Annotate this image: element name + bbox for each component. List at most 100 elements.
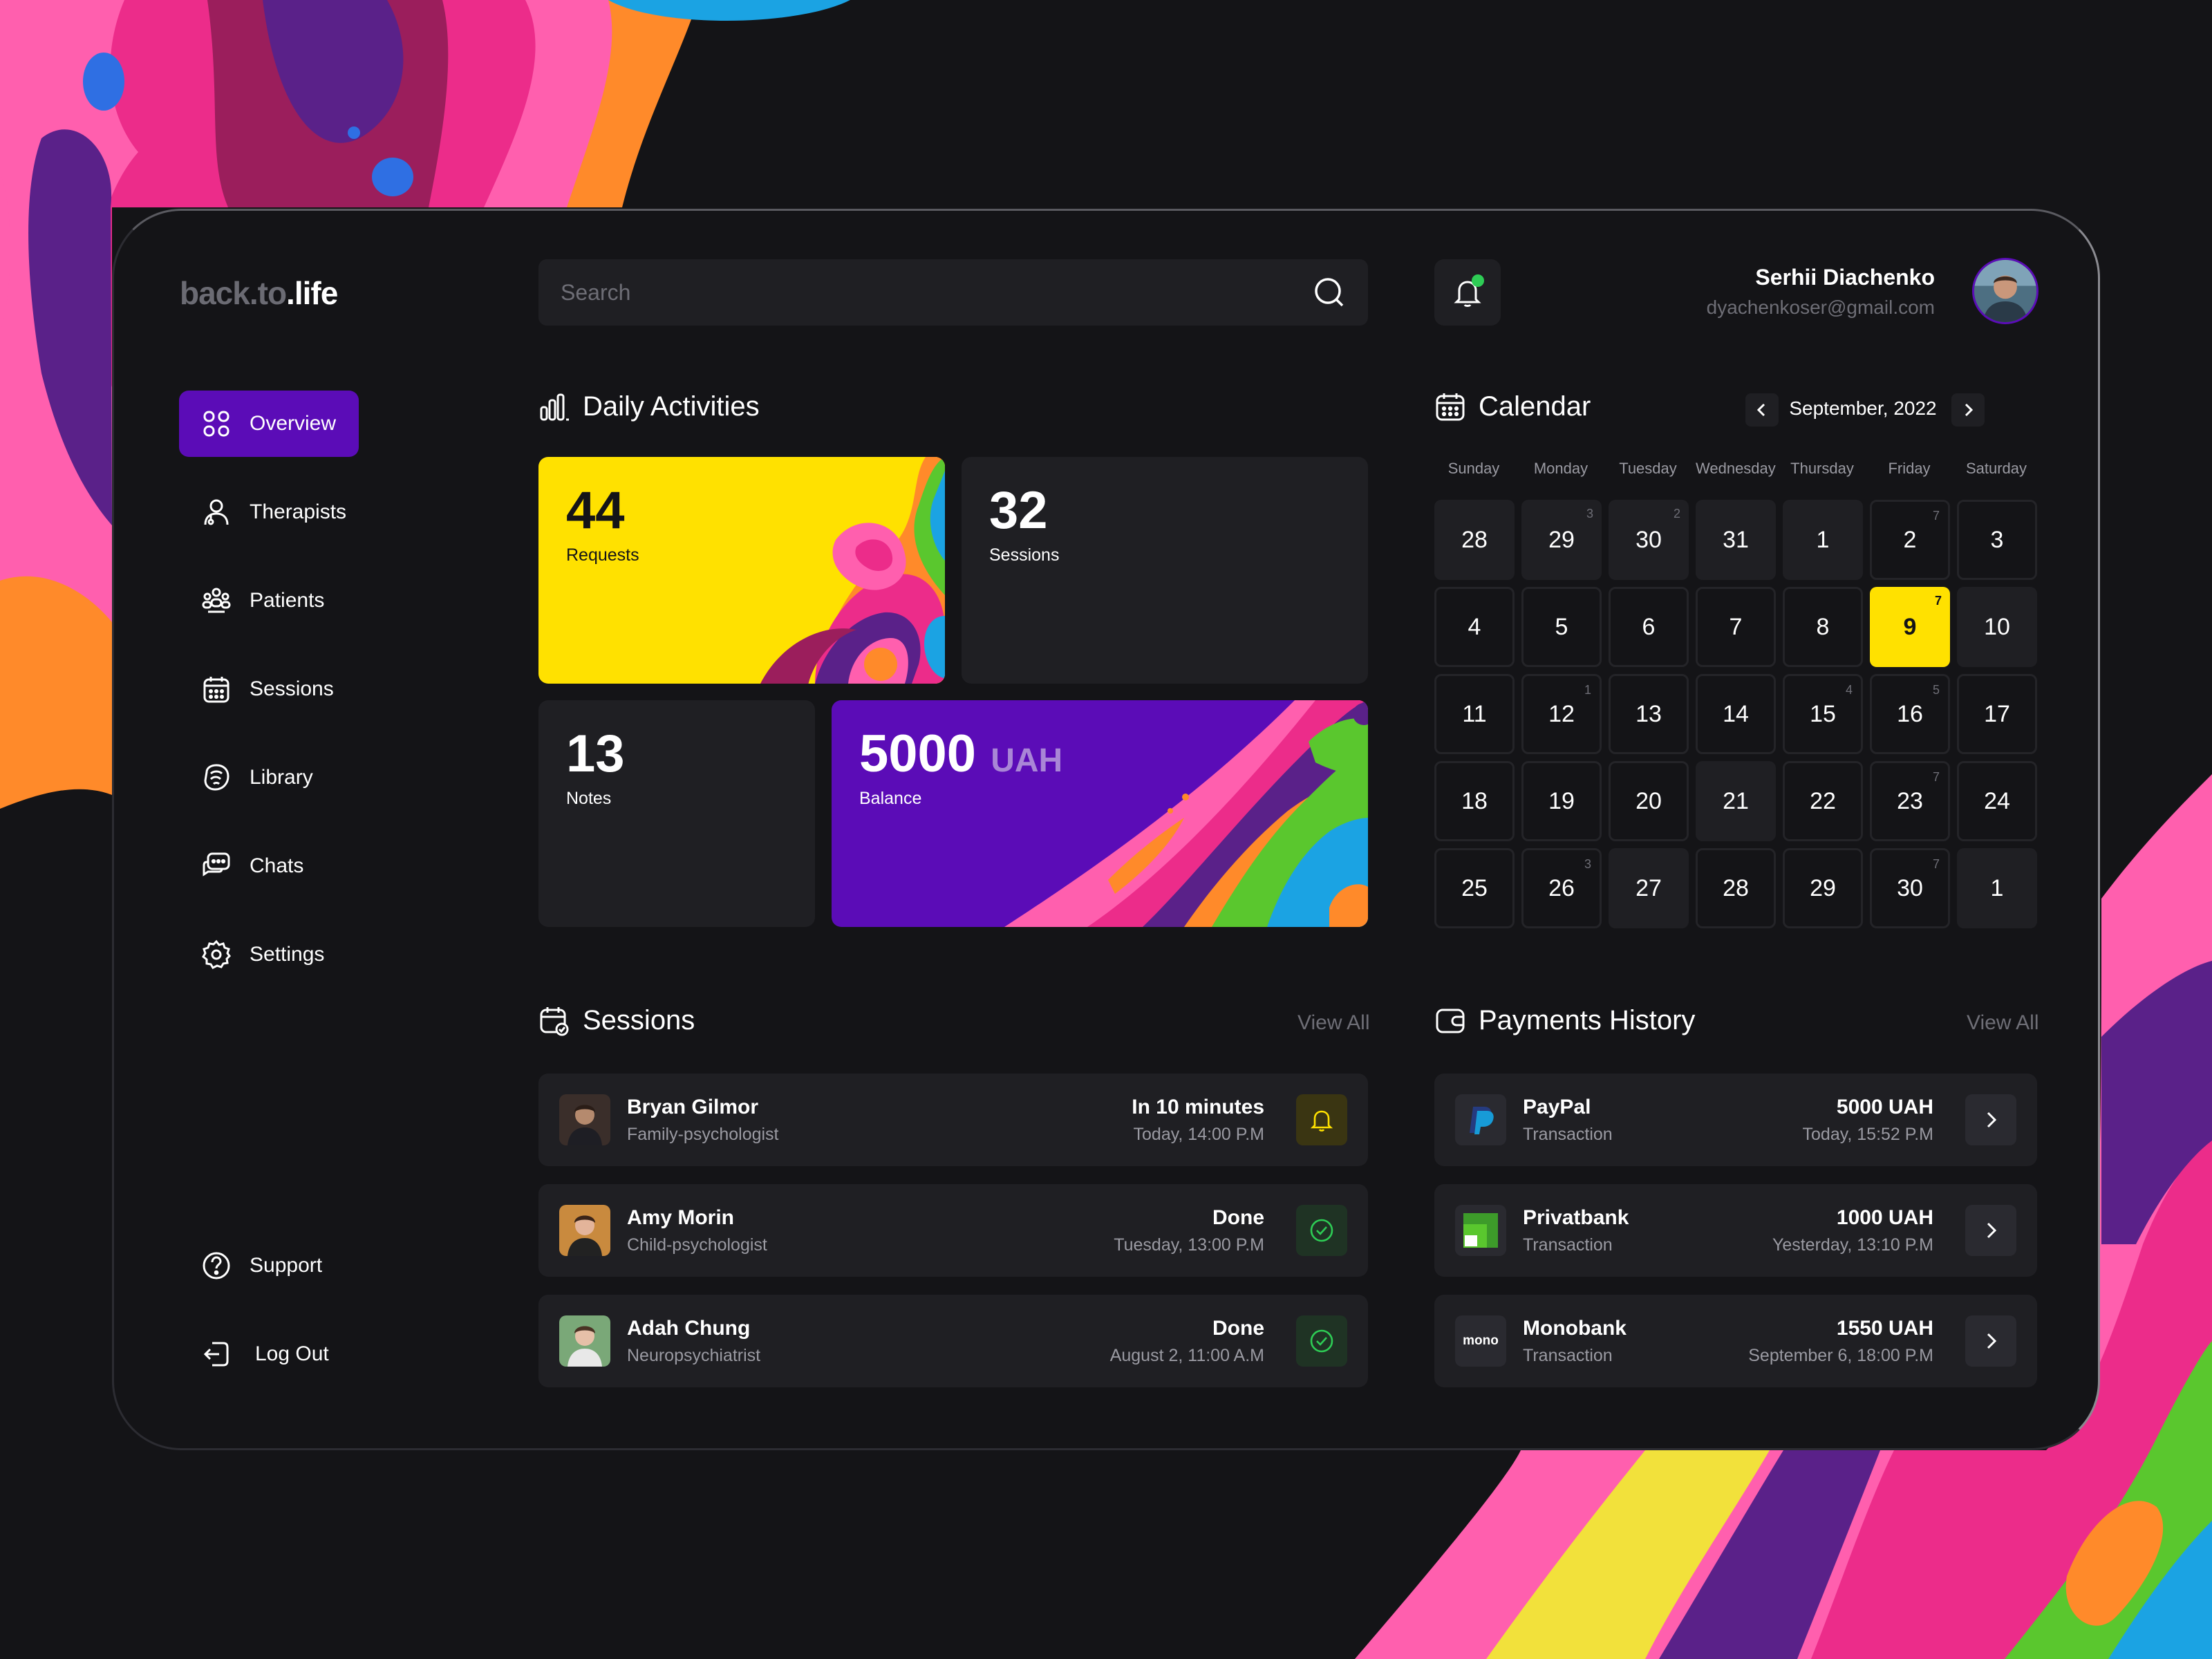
day-number: 24: [1984, 787, 2010, 814]
sidebar-item-label: Patients: [250, 589, 325, 612]
calendar-day[interactable]: 28: [1434, 500, 1515, 580]
calendar-day[interactable]: 6: [1609, 587, 1689, 667]
session-done-button[interactable]: [1296, 1205, 1347, 1256]
sidebar-item-settings[interactable]: Settings: [179, 921, 359, 988]
privatbank-logo: [1455, 1205, 1506, 1256]
day-session-count: 7: [1932, 509, 1940, 523]
day-number: 30: [1635, 526, 1662, 553]
calendar-day[interactable]: 24: [1957, 761, 2037, 841]
day-number: 12: [1548, 700, 1575, 727]
notes-tile[interactable]: 13 Notes: [538, 700, 815, 927]
calendar-day[interactable]: 5: [1521, 587, 1602, 667]
session-row[interactable]: Adah Chung Neuropsychiatrist Done August…: [538, 1295, 1368, 1387]
payment-row[interactable]: PayPal Transaction 5000 UAH Today, 15:52…: [1434, 1074, 2037, 1166]
sessions-tile[interactable]: 32 Sessions: [962, 457, 1368, 684]
requests-count: 44: [566, 481, 625, 540]
payment-row[interactable]: Privatbank Transaction 1000 UAH Yesterda…: [1434, 1184, 2037, 1277]
session-row[interactable]: Bryan Gilmor Family-psychologist In 10 m…: [538, 1074, 1368, 1166]
sessions-count: 32: [989, 481, 1048, 540]
calendar-day[interactable]: 3: [1957, 500, 2037, 580]
help-icon: [201, 1250, 232, 1281]
calendar-day[interactable]: 29 3: [1521, 500, 1602, 580]
sidebar-item-overview[interactable]: Overview: [179, 391, 359, 457]
sidebar-item-label: Settings: [250, 943, 325, 966]
calendar-day[interactable]: 7: [1696, 587, 1776, 667]
sessions-label: Sessions: [989, 545, 1060, 565]
sidebar-item-support[interactable]: Support: [179, 1232, 359, 1299]
payment-row[interactable]: mono Monobank Transaction 1550 UAH Septe…: [1434, 1295, 2037, 1387]
calendar-day[interactable]: 29: [1783, 848, 1863, 928]
logout-icon: [201, 1339, 232, 1369]
day-number: 28: [1461, 526, 1488, 553]
payment-type: Transaction: [1523, 1125, 1613, 1144]
logout-button[interactable]: Log Out: [179, 1321, 359, 1387]
user-avatar[interactable]: [1972, 258, 2038, 324]
calendar-day[interactable]: 1: [1957, 848, 2037, 928]
payment-time: Yesterday, 13:10 P.M: [1772, 1235, 1933, 1255]
notification-dot: [1472, 274, 1484, 287]
gear-icon: [201, 939, 232, 970]
requests-tile[interactable]: 44 Requests: [538, 457, 945, 684]
search-icon[interactable]: [1313, 276, 1346, 309]
calendar-icon: [201, 674, 232, 704]
therapist-role: Neuropsychiatrist: [627, 1346, 761, 1365]
notifications-button[interactable]: [1434, 259, 1501, 326]
calendar-day[interactable]: 26 3: [1521, 848, 1602, 928]
brand-logo[interactable]: back.to.life: [180, 274, 338, 312]
sidebar-item-library[interactable]: Library: [179, 744, 359, 811]
calendar-day[interactable]: 4: [1434, 587, 1515, 667]
day-number: 15: [1810, 700, 1836, 727]
calendar-day[interactable]: 25: [1434, 848, 1515, 928]
calendar-day[interactable]: 21: [1696, 761, 1776, 841]
search-input[interactable]: [561, 279, 1252, 306]
calendar-day[interactable]: 19: [1521, 761, 1602, 841]
calendar-day[interactable]: 8: [1783, 587, 1863, 667]
calendar-check-icon: [540, 1007, 569, 1036]
calendar-day[interactable]: 27: [1609, 848, 1689, 928]
sidebar-item-therapists[interactable]: Therapists: [179, 479, 359, 545]
sidebar-item-label: Overview: [250, 412, 337, 435]
day-number: 2: [1903, 526, 1917, 553]
patients-icon: [201, 585, 232, 616]
calendar-day[interactable]: 1: [1783, 500, 1863, 580]
section-title: Calendar: [1479, 391, 1591, 422]
payment-details-button[interactable]: [1965, 1094, 2016, 1145]
calendar-day[interactable]: 30 2: [1609, 500, 1689, 580]
calendar-prev-button[interactable]: [1745, 393, 1779, 427]
calendar-day[interactable]: 22: [1783, 761, 1863, 841]
payment-amount: 1000 UAH: [1836, 1206, 1933, 1229]
calendar-day[interactable]: 10: [1957, 587, 2037, 667]
sessions-view-all-link[interactable]: View All: [1297, 1011, 1370, 1034]
sidebar-item-patients[interactable]: Patients: [179, 568, 359, 634]
balance-tile[interactable]: 5000 UAH Balance: [832, 700, 1368, 927]
day-session-count: 7: [1932, 857, 1940, 871]
calendar-day[interactable]: 28: [1696, 848, 1776, 928]
session-row[interactable]: Amy Morin Child-psychologist Done Tuesda…: [538, 1184, 1368, 1277]
calendar-day[interactable]: 20: [1609, 761, 1689, 841]
calendar-day[interactable]: 11: [1434, 674, 1515, 754]
section-title: Daily Activities: [583, 391, 760, 422]
calendar-day[interactable]: 15 4: [1783, 674, 1863, 754]
session-done-button[interactable]: [1296, 1315, 1347, 1367]
payment-details-button[interactable]: [1965, 1205, 2016, 1256]
sidebar-item-chats[interactable]: Chats: [179, 833, 359, 899]
calendar-day[interactable]: 23 7: [1870, 761, 1950, 841]
calendar-day[interactable]: 18: [1434, 761, 1515, 841]
wallet-icon: [1436, 1009, 1465, 1033]
payment-details-button[interactable]: [1965, 1315, 2016, 1367]
calendar-day[interactable]: 13: [1609, 674, 1689, 754]
payment-amount: 5000 UAH: [1836, 1096, 1933, 1118]
calendar-next-button[interactable]: [1951, 393, 1985, 427]
calendar-day[interactable]: 12 1: [1521, 674, 1602, 754]
calendar-day[interactable]: 17: [1957, 674, 2037, 754]
calendar-day[interactable]: 14: [1696, 674, 1776, 754]
sidebar-item-sessions[interactable]: Sessions: [179, 656, 359, 722]
calendar-day[interactable]: 16 5: [1870, 674, 1950, 754]
payments-view-all-link[interactable]: View All: [1967, 1011, 2039, 1034]
calendar-day[interactable]: 30 7: [1870, 848, 1950, 928]
sidebar-item-label: Sessions: [250, 677, 334, 700]
session-reminder-button[interactable]: [1296, 1094, 1347, 1145]
calendar-day[interactable]: 31: [1696, 500, 1776, 580]
